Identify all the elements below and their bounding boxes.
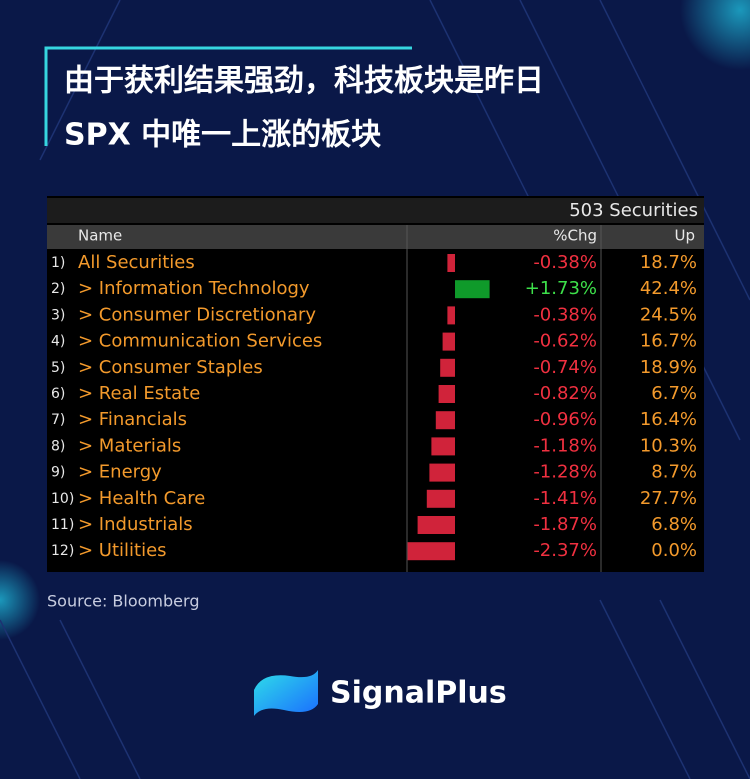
chg-bar [438,385,455,403]
row-index: 8) [51,438,65,454]
row-index: 1) [51,255,65,271]
glow [0,560,40,640]
chg-value: -0.96% [533,409,597,430]
chg-value: -0.62% [533,331,597,352]
chg-bar [440,358,455,377]
up-value: 18.9% [640,357,697,378]
chg-bar [431,437,455,456]
up-value: 18.7% [640,252,697,273]
row-index: 4) [51,334,65,350]
title-frame [44,46,412,146]
chg-bar [442,332,455,351]
chg-value: -1.28% [533,462,597,483]
title-line: SPX 中唯一上涨的板块 [64,118,381,153]
logo: SignalPlus [254,670,507,716]
row-name: > Communication Services [78,331,322,352]
chg-bar [426,489,455,508]
row-index: 6) [51,386,65,402]
glow [680,0,750,70]
up-value: 6.8% [651,514,697,535]
chg-bar [455,280,490,299]
row-name: All Securities [78,252,195,273]
chg-bar [447,254,455,272]
row-index: 9) [51,465,65,481]
column-header: %Chg [553,227,597,245]
logo-icon [254,670,318,716]
row-index: 5) [51,360,65,376]
row-index: 11) [51,517,74,533]
row-index: 10) [51,491,74,507]
up-value: 10.3% [640,435,697,456]
table-bg [47,196,704,572]
table: 503 Securities Name %Chg Up 1) All Securi… [47,196,704,572]
chg-bar [417,516,455,534]
column-header: Up [674,227,695,245]
row-index: 2) [51,281,65,297]
row-name: > Industrials [78,514,193,535]
row-name: > Consumer Staples [78,357,263,378]
chg-value: -0.38% [533,304,597,325]
up-value: 24.5% [640,304,697,325]
securities-label: 503 Securities [569,200,698,221]
title-line: 由于获利结果强劲，科技板块是昨日 [64,64,544,99]
row-index: 3) [51,307,65,323]
chg-bar [447,306,455,325]
row-name: > Health Care [78,488,205,509]
up-value: 8.7% [651,462,697,483]
source: Source: Bloomberg [47,592,199,611]
chg-value: -2.37% [533,540,597,561]
up-value: 27.7% [640,488,697,509]
chg-value: -1.87% [533,514,597,535]
row-name: > Materials [78,435,181,456]
row-index: 12) [51,543,74,559]
up-value: 42.4% [640,278,697,299]
up-value: 0.0% [651,540,697,561]
row-name: > Real Estate [78,383,200,404]
up-value: 16.4% [640,409,697,430]
chg-value: -1.18% [533,435,597,456]
row-name: > Information Technology [78,278,310,299]
chg-bar [435,411,455,430]
row-name: > Consumer Discretionary [78,304,316,325]
column-header: Name [78,227,122,245]
up-value: 16.7% [640,331,697,352]
chg-value: +1.73% [525,278,597,299]
chg-value: -0.74% [533,357,597,378]
brand: SignalPlus [330,676,507,711]
chg-value: -0.82% [533,383,597,404]
table-bar [47,198,704,223]
chg-value: -1.41% [533,488,597,509]
row-name: > Energy [78,462,162,483]
chg-bar [429,463,455,482]
row-name: > Financials [78,409,187,430]
row-name: > Utilities [78,540,167,561]
chg-bar [407,542,455,561]
row-index: 7) [51,412,65,428]
table-header [47,225,704,249]
up-value: 6.7% [651,383,697,404]
chg-value: -0.38% [533,252,597,273]
